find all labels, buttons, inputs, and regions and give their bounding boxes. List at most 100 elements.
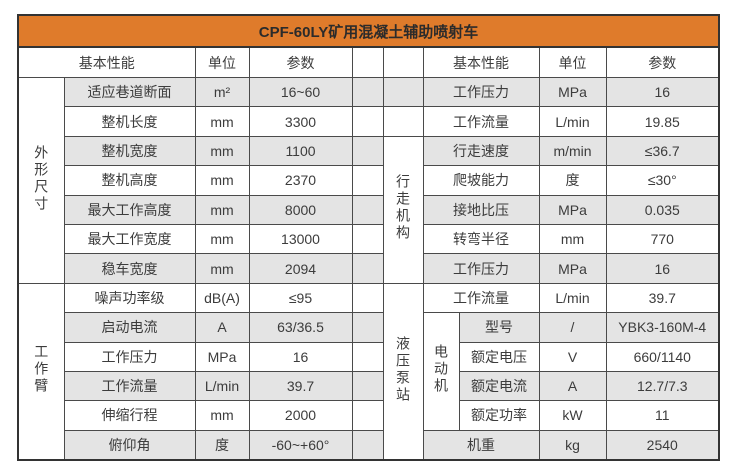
- group-label-text: 行走机构: [395, 174, 411, 243]
- spec-name: 最大工作宽度: [63, 223, 196, 255]
- spec-unit: V: [538, 341, 607, 372]
- spec-unit: 度: [538, 165, 607, 196]
- spec-name: 额定电流: [458, 370, 540, 402]
- spec-name: 爬坡能力: [422, 165, 540, 196]
- spec-name: 整机宽度: [63, 135, 196, 167]
- spec-unit: mm: [538, 223, 607, 255]
- spec-value: 2094: [248, 253, 353, 284]
- spec-name: 接地比压: [422, 194, 540, 225]
- spec-value: 16: [605, 76, 720, 108]
- spec-unit: L/min: [538, 282, 607, 314]
- spec-name: 伸缩行程: [63, 400, 196, 431]
- spec-value: ≤36.7: [605, 135, 720, 167]
- spacer-cell: [351, 341, 384, 372]
- spec-value: ≤95: [248, 282, 353, 314]
- group-spacer-cell: [382, 76, 424, 108]
- spec-name: 噪声功率级: [63, 282, 196, 314]
- spec-value: 0.035: [605, 194, 720, 225]
- spec-unit: mm: [194, 223, 250, 255]
- spec-name: 工作流量: [422, 282, 540, 314]
- spec-value: 16: [248, 341, 353, 372]
- spec-name: 型号: [458, 312, 540, 343]
- spacer-cell: [351, 400, 384, 431]
- spec-name: 额定功率: [458, 400, 540, 431]
- spec-value: 63/36.5: [248, 312, 353, 343]
- spec-value: 2540: [605, 429, 720, 461]
- header-spacer-a: [351, 46, 384, 78]
- spec-value: ≤30°: [605, 165, 720, 196]
- table-title: CPF-60LY矿用混凝土辅助喷射车: [17, 14, 720, 48]
- spec-name: 额定电压: [458, 341, 540, 372]
- header-unit-left: 单位: [194, 46, 250, 78]
- group-label-text: 电动机: [433, 344, 449, 396]
- spec-unit: L/min: [194, 370, 250, 402]
- group-label-hydraulic-pump-station: 液压泵站: [382, 282, 424, 461]
- group-label-travel-mechanism: 行走机构: [382, 135, 424, 284]
- spec-value: 660/1140: [605, 341, 720, 372]
- spec-value: 8000: [248, 194, 353, 225]
- group-label-dimensions: 外形尺寸: [17, 77, 65, 284]
- spec-name: 工作压力: [422, 253, 540, 284]
- table-row: 稳车宽度 mm 2094 工作压力 MPa 16: [18, 253, 720, 284]
- spec-name: 稳车宽度: [63, 253, 196, 284]
- spec-unit: mm: [194, 400, 250, 431]
- header-spacer-b: [382, 46, 424, 78]
- spec-unit: kg: [538, 429, 607, 461]
- spec-unit: MPa: [538, 253, 607, 284]
- spec-name: 适应巷道断面: [63, 76, 196, 108]
- spec-unit: mm: [194, 135, 250, 167]
- spec-value: 2000: [248, 400, 353, 431]
- spacer-cell: [351, 312, 384, 343]
- spec-name: 工作流量: [422, 106, 540, 137]
- spec-name: 俯仰角: [63, 429, 196, 461]
- spec-unit: m²: [194, 76, 250, 108]
- spec-value: 16: [605, 253, 720, 284]
- spacer-cell: [351, 165, 384, 196]
- spec-value: 39.7: [248, 370, 353, 402]
- spec-unit: /: [538, 312, 607, 343]
- spacer-cell: [351, 135, 384, 167]
- table-row: 最大工作高度 mm 8000 接地比压 MPa 0.035: [18, 194, 720, 225]
- group-spacer-cell: [382, 106, 424, 137]
- table-row: 俯仰角 度 -60~+60° 机重 kg 2540: [18, 429, 720, 461]
- spacer-cell: [351, 223, 384, 255]
- spacer-cell: [351, 282, 384, 314]
- spec-unit: mm: [194, 106, 250, 137]
- table-row: 工作臂 噪声功率级 dB(A) ≤95 液压泵站 工作流量 L/min 39.7: [17, 282, 720, 461]
- spec-value: -60~+60°: [248, 429, 353, 461]
- spec-value: 13000: [248, 223, 353, 255]
- spec-unit: mm: [194, 253, 250, 284]
- header-unit-right: 单位: [538, 46, 607, 78]
- spec-value: 2370: [248, 165, 353, 196]
- spec-value: 19.85: [605, 106, 720, 137]
- table-row: 伸缩行程 mm 2000 额定功率 kW 11: [18, 400, 720, 431]
- spec-unit: L/min: [538, 106, 607, 137]
- spacer-cell: [351, 76, 384, 108]
- spacer-cell: [351, 370, 384, 402]
- group-label-working-arm: 工作臂: [17, 282, 65, 461]
- spacer-cell: [351, 253, 384, 284]
- group-label-text: 外形尺寸: [33, 144, 50, 213]
- spec-name: 行走速度: [422, 135, 540, 167]
- spacer-cell: [351, 429, 384, 461]
- group-label-text: 工作臂: [33, 344, 50, 396]
- spec-name: 整机高度: [63, 165, 196, 196]
- spec-table: CPF-60LY矿用混凝土辅助喷射车 基本性能 单位 参数 基本性能 单位 参数…: [17, 14, 721, 461]
- table-row: 整机高度 mm 2370 爬坡能力 度 ≤30°: [18, 165, 720, 196]
- spec-name: 工作压力: [63, 341, 196, 372]
- spec-value: YBK3-160M-4: [605, 312, 720, 343]
- table-row: 外形尺寸 适应巷道断面 m² 16~60 工作压力 MPa 16: [17, 76, 720, 284]
- spec-name: 工作流量: [63, 370, 196, 402]
- spec-value: 16~60: [248, 76, 353, 108]
- spacer-cell: [351, 106, 384, 137]
- spacer-cell: [351, 194, 384, 225]
- group-label-text: 液压泵站: [395, 335, 411, 404]
- spec-unit: m/min: [538, 135, 607, 167]
- spec-name: 机重: [422, 429, 540, 461]
- spec-unit: 度: [194, 429, 250, 461]
- spec-unit: kW: [538, 400, 607, 431]
- spec-unit: mm: [194, 165, 250, 196]
- spec-value: 1100: [248, 135, 353, 167]
- table-row: 整机长度 mm 3300 工作流量 L/min 19.85: [18, 106, 720, 137]
- header-basic-performance-left: 基本性能: [17, 46, 196, 78]
